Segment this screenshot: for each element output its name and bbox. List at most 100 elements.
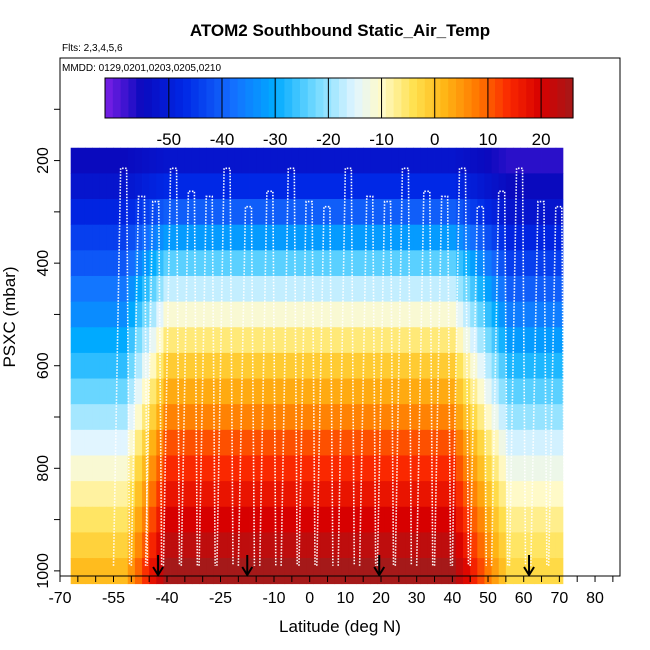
heatmap-cell xyxy=(463,481,471,508)
colorbar-tick-label: -20 xyxy=(316,130,341,149)
heatmap-cell xyxy=(512,275,521,303)
heatmap-cell xyxy=(420,532,428,559)
heatmap-cell xyxy=(106,301,114,328)
heatmap-cell xyxy=(370,558,378,585)
heatmap-cell xyxy=(434,455,443,482)
heatmap-cell xyxy=(370,506,378,533)
heatmap-cell xyxy=(455,301,464,328)
heatmap-cell xyxy=(505,199,514,226)
heatmap-cell xyxy=(170,301,179,328)
heatmap-cell xyxy=(313,224,321,251)
heatmap-cell xyxy=(398,506,407,533)
heatmap-cell xyxy=(206,558,214,585)
heatmap-cell xyxy=(77,532,86,559)
heatmap-cell xyxy=(149,532,157,559)
heatmap-cell xyxy=(106,275,114,303)
heatmap-cell xyxy=(505,455,514,482)
heatmap-cell xyxy=(434,404,443,431)
heatmap-cell xyxy=(277,199,286,226)
heatmap-cell xyxy=(455,429,464,456)
heatmap-cell xyxy=(341,250,350,277)
heatmap-cell xyxy=(484,275,492,303)
heatmap-cell xyxy=(220,404,229,431)
heatmap-cell xyxy=(77,429,86,456)
heatmap-cell xyxy=(213,404,221,431)
heatmap-cell xyxy=(448,301,457,328)
heatmap-cell xyxy=(298,455,307,482)
heatmap-cell xyxy=(313,250,321,277)
heatmap-cell xyxy=(363,327,371,354)
heatmap-cell xyxy=(498,275,507,303)
heatmap-cell xyxy=(548,199,557,226)
heatmap-cell xyxy=(512,506,521,533)
heatmap-cell xyxy=(512,558,521,585)
heatmap-cell xyxy=(541,275,550,303)
heatmap-cell xyxy=(413,404,421,431)
heatmap-cell xyxy=(177,199,186,226)
heatmap-cell xyxy=(142,558,150,585)
heatmap-cell xyxy=(434,481,443,508)
heatmap-cell xyxy=(427,250,435,277)
heatmap-cell xyxy=(534,250,542,277)
heatmap-cell xyxy=(70,532,79,559)
heatmap-cell xyxy=(191,378,200,405)
heatmap-cell xyxy=(491,224,500,251)
heatmap-cell xyxy=(70,506,79,533)
heatmap-cell xyxy=(505,275,514,303)
heatmap-cell xyxy=(163,532,171,559)
heatmap-cell xyxy=(256,378,264,405)
heatmap-cell xyxy=(199,481,207,508)
heatmap-cell xyxy=(477,199,485,226)
heatmap-cell xyxy=(70,327,79,354)
heatmap-cell xyxy=(249,173,257,200)
heatmap-cell xyxy=(163,224,171,251)
heatmap-cell xyxy=(441,404,450,431)
heatmap-cell xyxy=(270,429,278,456)
heatmap-cell xyxy=(270,173,278,200)
sounding-marker-head xyxy=(373,566,386,577)
heatmap-cell xyxy=(127,327,136,354)
heatmap-cell xyxy=(548,429,557,456)
heatmap-cell xyxy=(477,404,485,431)
heatmap-cell xyxy=(106,378,114,405)
heatmap-cell xyxy=(206,147,214,174)
heatmap-cell xyxy=(448,352,457,379)
heatmap-cell xyxy=(398,147,407,174)
heatmap-cell xyxy=(256,481,264,508)
heatmap-cell xyxy=(127,224,136,251)
heatmap-cell xyxy=(134,301,143,328)
heatmap-cell xyxy=(434,224,443,251)
heatmap-cell xyxy=(498,173,507,200)
heatmap-cell xyxy=(498,455,507,482)
heatmap-cell xyxy=(341,224,350,251)
heatmap-cell xyxy=(277,429,286,456)
heatmap-cell xyxy=(156,147,164,174)
heatmap-cell xyxy=(527,378,535,405)
colorbar-swatch xyxy=(339,78,348,118)
heatmap-cell xyxy=(441,429,450,456)
heatmap-cell xyxy=(298,506,307,533)
heatmap-cell xyxy=(170,532,179,559)
heatmap-cell xyxy=(512,250,521,277)
heatmap-cell xyxy=(320,301,328,328)
colorbar-swatch xyxy=(565,78,574,118)
heatmap-cell xyxy=(163,429,171,456)
heatmap-cell xyxy=(441,147,450,174)
heatmap-cell xyxy=(341,455,350,482)
heatmap-cell xyxy=(384,199,393,226)
heatmap-cell xyxy=(356,532,364,559)
colorbar-swatch xyxy=(245,78,254,118)
heatmap-cell xyxy=(313,301,321,328)
heatmap-cell xyxy=(113,532,122,559)
heatmap-cell xyxy=(263,506,271,533)
heatmap-cell xyxy=(484,199,492,226)
heatmap-cell xyxy=(249,250,257,277)
heatmap-cell xyxy=(99,173,107,200)
colorbar-swatch xyxy=(495,78,504,118)
heatmap-cell xyxy=(241,481,250,508)
heatmap-cell xyxy=(441,301,450,328)
heatmap-cell xyxy=(127,275,136,303)
heatmap-cell xyxy=(77,352,86,379)
heatmap-cell xyxy=(356,250,364,277)
heatmap-cell xyxy=(191,481,200,508)
